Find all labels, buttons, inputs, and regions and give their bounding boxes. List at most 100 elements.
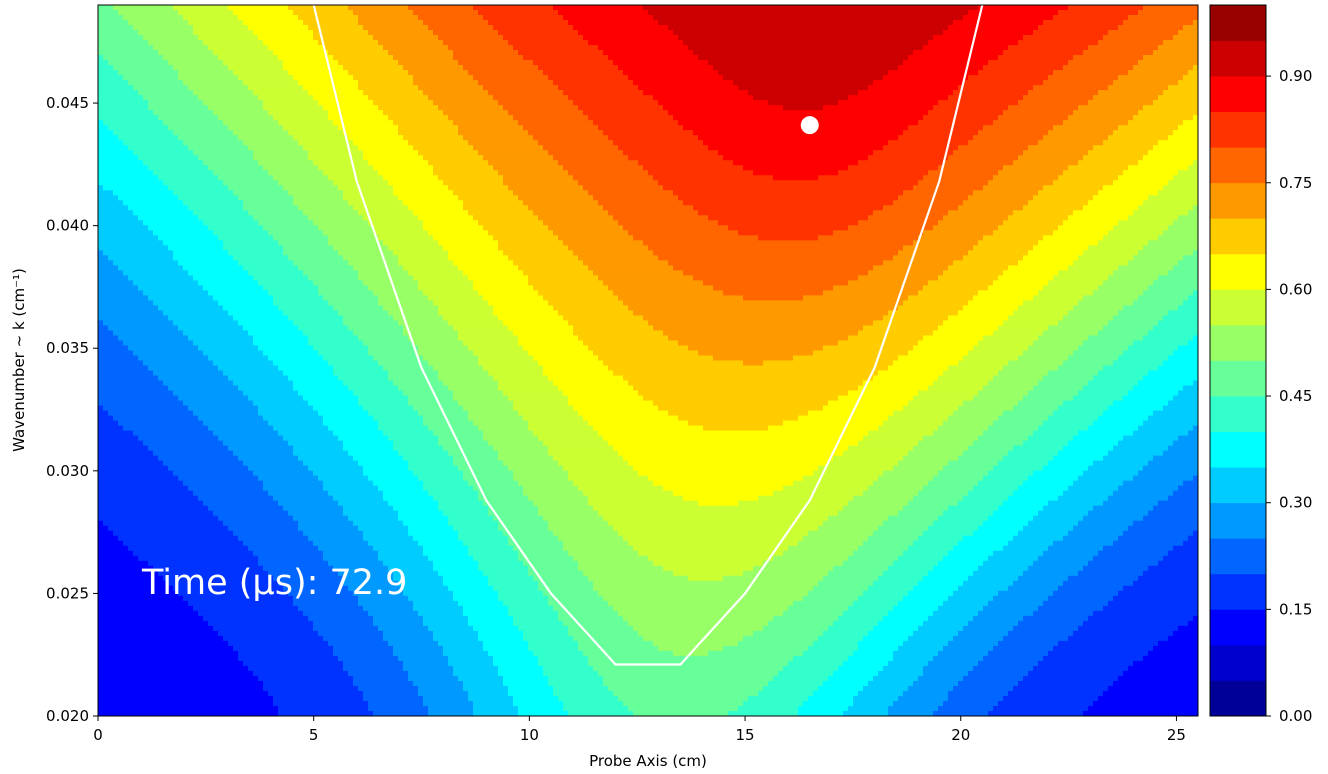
contour-cell — [98, 640, 229, 647]
contour-cell — [148, 295, 214, 302]
contour-cell — [1118, 125, 1179, 131]
contour-cell — [593, 585, 814, 592]
contour-cell — [693, 275, 859, 281]
contour-cell — [568, 395, 644, 402]
contour-cell — [423, 620, 469, 627]
contour-cell — [278, 430, 334, 437]
contour-cell — [943, 555, 989, 562]
contour-cell — [1118, 440, 1174, 447]
contour-cell — [1128, 665, 1198, 672]
x-axis-label: Probe Axis (cm) — [589, 752, 707, 770]
contour-cell — [673, 30, 944, 36]
contour-cell — [393, 575, 444, 582]
contour-cell — [348, 135, 404, 141]
contour-cell — [308, 215, 364, 221]
contour-cell — [478, 10, 559, 16]
contour-cell — [993, 510, 1039, 517]
colorbar-tick-label: 0.60 — [1279, 280, 1312, 298]
contour-cell — [928, 525, 979, 532]
contour-cell — [908, 55, 999, 61]
contour-cell — [98, 135, 119, 141]
contour-cell — [463, 475, 514, 482]
contour-cell — [1183, 120, 1198, 126]
contour-cell — [98, 490, 194, 497]
contour-cell — [853, 695, 899, 702]
contour-cell — [543, 365, 609, 372]
contour-cell — [563, 465, 634, 472]
contour-cell — [1003, 500, 1049, 507]
contour-cell — [1033, 245, 1089, 251]
contour-cell — [963, 15, 1054, 21]
contour-cell — [198, 415, 264, 422]
contour-cell — [373, 35, 439, 41]
contour-cell — [433, 630, 479, 637]
contour-cell — [1173, 350, 1198, 357]
contour-cell — [513, 405, 574, 412]
contour-cell — [98, 430, 134, 437]
contour-cell — [1048, 130, 1114, 136]
contour-cell — [858, 545, 909, 552]
contour-cell — [823, 405, 904, 412]
contour-cell — [98, 610, 199, 617]
contour-cell — [698, 135, 899, 141]
contour-cell — [898, 645, 944, 652]
contour-cell — [178, 395, 249, 402]
contour-cell — [403, 135, 464, 141]
contour-cell — [463, 610, 509, 617]
contour-cell — [658, 180, 919, 186]
contour-cell — [98, 145, 129, 151]
contour-cell — [513, 615, 559, 622]
contour-cell — [223, 440, 289, 447]
contour-cell — [98, 425, 124, 432]
contour-cell — [1148, 370, 1198, 377]
contour-cell — [478, 560, 524, 567]
contour-cell — [343, 580, 399, 587]
contour-cell — [478, 565, 529, 572]
contour-cell — [403, 585, 449, 592]
contour-cell — [438, 640, 484, 647]
contour-cell — [1113, 595, 1198, 602]
contour-cell — [318, 290, 374, 297]
contour-cell — [123, 540, 244, 547]
contour-cell — [358, 20, 424, 26]
contour-cell — [1143, 155, 1198, 161]
contour-cell — [978, 340, 1034, 347]
contour-cell — [968, 75, 1049, 81]
contour-cell — [293, 200, 349, 206]
contour-cell — [683, 200, 894, 206]
contour-cell — [283, 125, 339, 131]
contour-cell — [1193, 530, 1198, 537]
contour-cell — [1058, 365, 1104, 372]
contour-cell — [993, 645, 1054, 652]
contour-cell — [403, 520, 449, 527]
contour-cell — [968, 10, 1059, 16]
contour-cell — [173, 5, 229, 11]
contour-cell — [783, 105, 824, 111]
contour-cell — [1063, 315, 1114, 322]
contour-cell — [473, 285, 534, 291]
contour-cell — [98, 55, 104, 61]
colorbar-tick-label: 0.90 — [1279, 67, 1312, 85]
contour-cell — [793, 600, 854, 607]
contour-cell — [1043, 235, 1104, 241]
contour-cell — [448, 660, 494, 667]
contour-cell — [268, 355, 324, 362]
contour-cell — [953, 410, 1004, 417]
contour-cell — [873, 320, 944, 327]
contour-cell — [558, 160, 639, 166]
contour-cell — [98, 685, 264, 692]
contour-cell — [603, 50, 694, 56]
contour-cell — [618, 145, 709, 151]
colorbar-frame — [1209, 4, 1267, 717]
contour-cell — [298, 325, 349, 332]
contour-cell — [638, 390, 849, 397]
contour-cell — [163, 180, 224, 186]
contour-cell — [788, 545, 859, 552]
contour-cell — [128, 345, 199, 352]
contour-cell — [628, 305, 899, 312]
contour-cell — [573, 250, 654, 256]
contour-cell — [583, 185, 664, 191]
contour-cell — [208, 355, 269, 362]
contour-cell — [1128, 345, 1179, 352]
contour-cell — [568, 550, 639, 557]
